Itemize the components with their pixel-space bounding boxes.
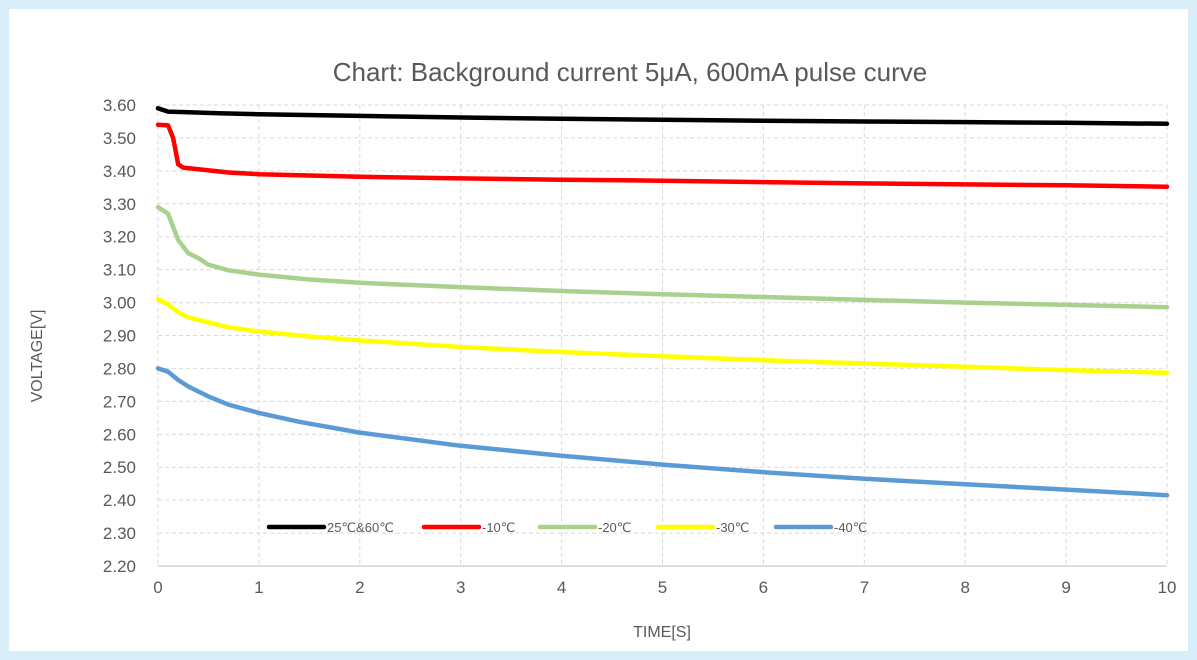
y-tick-label: 3.40 (103, 162, 136, 181)
y-tick-label: 2.70 (103, 392, 136, 411)
y-tick-label: 2.60 (103, 425, 136, 444)
y-tick-label: 3.60 (103, 96, 136, 115)
series-line-2 (155, 204, 1170, 310)
x-tick-label: 1 (254, 578, 263, 597)
y-tick-label: 2.40 (103, 491, 136, 510)
y-tick-label: 2.50 (103, 458, 136, 477)
x-tick-label: 8 (960, 578, 969, 597)
y-tick-label: 2.20 (103, 557, 136, 576)
legend-label: 25℃&60℃ (327, 520, 394, 535)
series-line-4 (155, 366, 1170, 498)
series-line-3 (155, 297, 1170, 375)
y-tick-label: 3.00 (103, 294, 136, 313)
legend-label: -10℃ (482, 520, 515, 535)
legend-item: -20℃ (537, 520, 631, 535)
y-tick-label: 3.50 (103, 129, 136, 148)
series-line-1 (155, 122, 1170, 189)
x-tick-label: 5 (658, 578, 667, 597)
axes: 2.20 2.30 2.40 2.50 2.60 2.70 2.80 2.90 3.00 3.10… (103, 96, 1177, 597)
legend-item: 25℃&60℃ (266, 520, 394, 535)
legend-item: -30℃ (655, 520, 749, 535)
line-chart: Chart: Background current 5μA, 600mA pul… (29, 57, 1177, 641)
x-tick-label: 3 (456, 578, 465, 597)
x-tick-label: 0 (153, 578, 162, 597)
x-axis-label: TIME[S] (633, 624, 691, 641)
y-tick-label: 2.90 (103, 327, 136, 346)
x-tick-label: 2 (355, 578, 364, 597)
y-tick-label: 3.30 (103, 195, 136, 214)
legend-item: -10℃ (421, 520, 515, 535)
x-tick-label: 6 (759, 578, 768, 597)
y-axis-label: VOLTAGE[V] (29, 310, 46, 403)
legend-label: -20℃ (598, 520, 631, 535)
series-lines (155, 106, 1170, 498)
series-line-0 (155, 106, 1170, 127)
legend: 25℃&60℃ -10℃ -20℃ -30℃ -40℃ (266, 520, 867, 535)
x-tick-label: 10 (1158, 578, 1177, 597)
legend-label: -30℃ (716, 520, 749, 535)
y-tick-label: 2.80 (103, 359, 136, 378)
chart-title: Chart: Background current 5μA, 600mA pul… (333, 57, 928, 87)
grid (157, 104, 1168, 567)
x-tick-label: 4 (557, 578, 566, 597)
y-tick-label: 3.10 (103, 261, 136, 280)
y-tick-label: 3.20 (103, 228, 136, 247)
legend-label: -40℃ (834, 520, 867, 535)
x-tick-label: 7 (860, 578, 869, 597)
legend-item: -40℃ (773, 520, 867, 535)
x-tick-label: 9 (1061, 578, 1070, 597)
y-tick-label: 2.30 (103, 524, 136, 543)
chart-area: Chart: Background current 5μA, 600mA pul… (9, 9, 1188, 651)
